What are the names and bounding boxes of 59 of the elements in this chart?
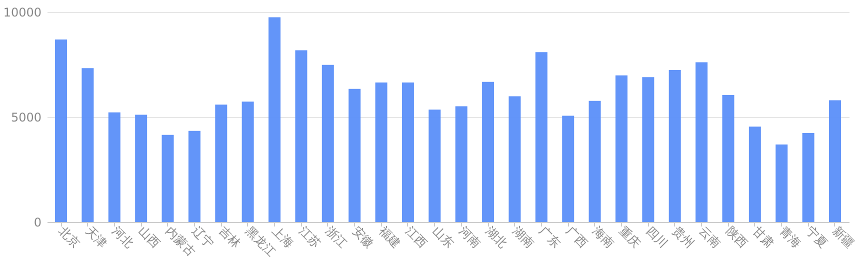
x-tick-label: 甘肃 [750,224,777,250]
bar [562,116,574,222]
x-tick-label: 贵州 [670,224,697,250]
x-tick-label: 宁夏 [803,224,830,250]
bar [162,134,174,222]
bar [268,17,281,222]
bar [135,114,148,222]
bar [215,104,228,222]
x-tick-label: 江西 [403,224,430,250]
x-tick-label: 河北 [109,224,136,250]
bar [615,75,628,222]
bar [748,126,761,222]
bar [776,144,788,222]
x-tick-label: 新疆 [830,224,857,250]
bar [588,100,601,222]
bar [55,40,68,222]
bar [348,88,361,222]
x-tick-label: 山西 [136,224,163,250]
x-tick-label: 福建 [376,224,404,250]
x-tick-label: 吉林 [216,224,244,250]
x-tick-label: 青海 [776,224,804,250]
bar [722,94,734,222]
x-tick-label: 重庆 [616,224,644,250]
x-tick-label: 广东 [536,224,564,250]
bar [188,130,200,222]
x-tick-label: 山东 [430,224,457,250]
bar [322,64,334,222]
bar [802,132,814,222]
bar [828,100,841,222]
y-tick-label: 0 [34,216,42,230]
bar [108,112,120,222]
bar [642,77,654,222]
x-tick-label: 浙江 [322,224,350,250]
bar [668,70,681,222]
x-tick-label: 江苏 [296,224,324,250]
x-tick-label: 湖南 [510,224,537,250]
bar [428,110,441,222]
x-tick-label: 河南 [456,224,484,250]
x-tick-label: 云南 [696,224,724,250]
bar [242,102,254,222]
x-tick-label: 湖北 [483,224,510,250]
x-tick-label: 陕西 [723,224,750,250]
bar [455,106,468,222]
x-tick-label: 安徽 [350,224,377,250]
bar [482,82,494,222]
bar [82,68,94,222]
x-tick-label: 北京 [56,224,83,250]
bar [696,62,708,222]
x-tick-label: 四川 [643,224,670,250]
bar [375,82,388,222]
bar [295,50,308,222]
x-tick-label: 天津 [82,224,110,250]
x-tick-label: 广西 [563,224,590,250]
bar [535,52,548,222]
y-tick-label: 5000 [10,110,42,124]
x-tick-label: 海南 [590,224,617,250]
bar [508,96,521,222]
bar [402,82,414,222]
y-tick-label: 10000 [3,6,42,20]
